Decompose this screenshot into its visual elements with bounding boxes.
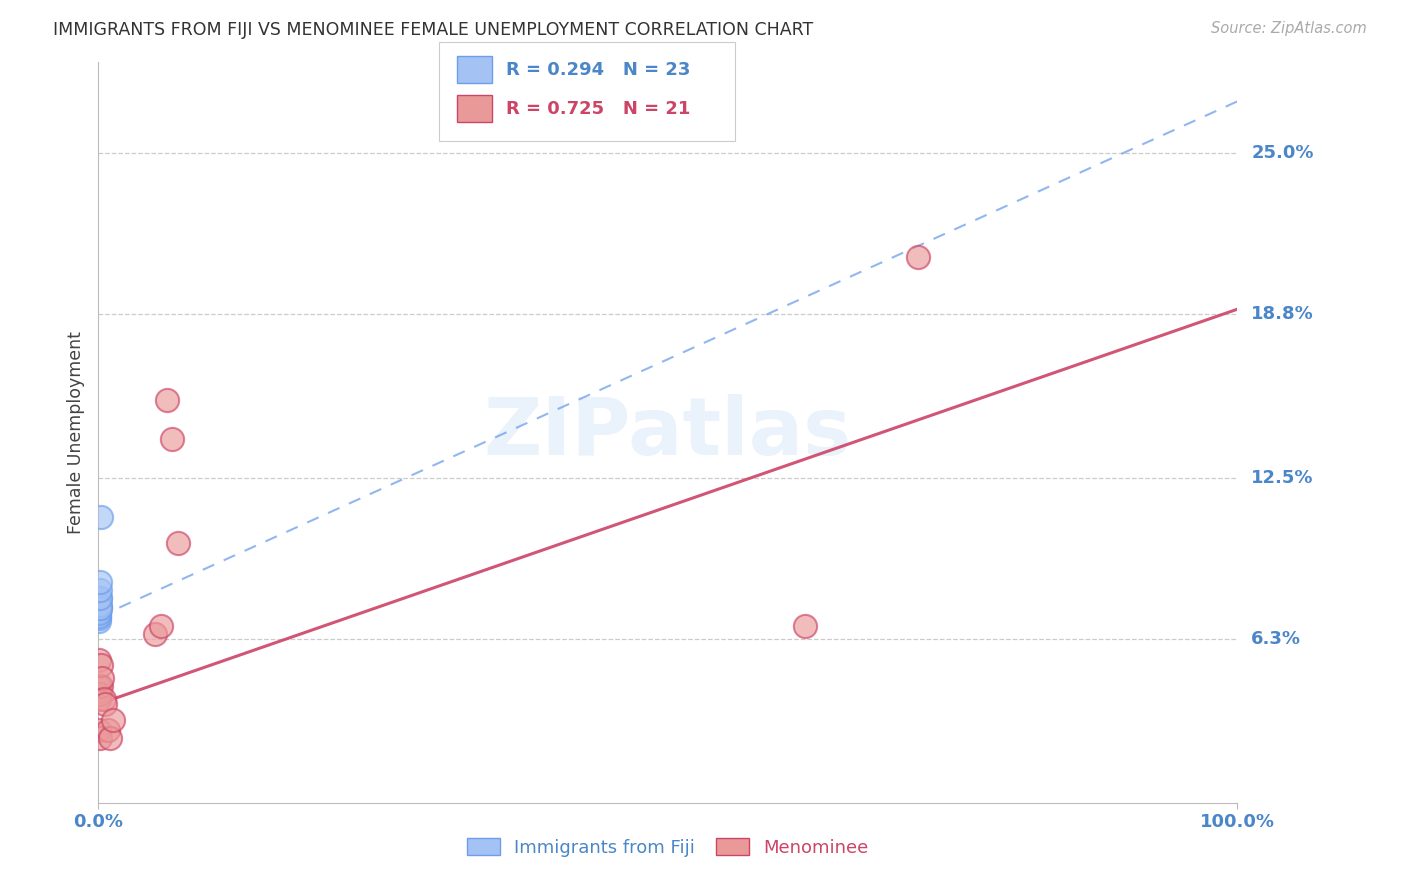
Point xyxy=(145,627,167,641)
Point xyxy=(89,603,111,617)
Text: R = 0.294   N = 23: R = 0.294 N = 23 xyxy=(506,61,690,78)
Point xyxy=(87,601,110,615)
Point xyxy=(89,608,111,623)
Point xyxy=(89,591,111,605)
Text: 6.3%: 6.3% xyxy=(1251,630,1301,648)
Text: IMMIGRANTS FROM FIJI VS MENOMINEE FEMALE UNEMPLOYMENT CORRELATION CHART: IMMIGRANTS FROM FIJI VS MENOMINEE FEMALE… xyxy=(53,21,814,38)
Point xyxy=(96,723,118,737)
Legend: Immigrants from Fiji, Menominee: Immigrants from Fiji, Menominee xyxy=(460,830,876,864)
Point xyxy=(93,692,115,706)
Point xyxy=(87,614,110,628)
Point xyxy=(87,606,110,620)
Point xyxy=(89,723,111,737)
Point xyxy=(89,574,111,589)
Text: 25.0%: 25.0% xyxy=(1251,145,1313,162)
Point xyxy=(89,599,111,613)
Text: ZIPatlas: ZIPatlas xyxy=(484,393,852,472)
Point xyxy=(89,596,111,610)
Y-axis label: Female Unemployment: Female Unemployment xyxy=(66,331,84,534)
Point xyxy=(90,510,112,524)
Point xyxy=(87,611,110,625)
Point xyxy=(89,593,111,607)
Point xyxy=(89,601,111,615)
Point xyxy=(150,619,173,633)
Point xyxy=(91,671,114,685)
Point xyxy=(90,679,112,693)
Point xyxy=(94,697,117,711)
Point xyxy=(89,599,111,613)
Point xyxy=(87,679,110,693)
Point xyxy=(89,601,111,615)
Text: Source: ZipAtlas.com: Source: ZipAtlas.com xyxy=(1211,21,1367,36)
Point xyxy=(87,596,110,610)
Point xyxy=(89,687,111,701)
Point xyxy=(156,393,179,408)
Point xyxy=(87,606,110,620)
Point xyxy=(87,601,110,615)
Point xyxy=(89,582,111,597)
Point xyxy=(87,653,110,667)
Point xyxy=(87,596,110,610)
Point xyxy=(90,658,112,673)
Point xyxy=(907,250,929,264)
Text: 12.5%: 12.5% xyxy=(1251,469,1313,487)
Point xyxy=(89,606,111,620)
Point xyxy=(162,432,184,446)
Point xyxy=(793,619,815,633)
Point xyxy=(89,692,111,706)
Point xyxy=(87,608,110,623)
Point xyxy=(103,713,125,727)
Point xyxy=(89,731,111,745)
Point xyxy=(167,536,190,550)
Point xyxy=(98,731,121,745)
Text: R = 0.725   N = 21: R = 0.725 N = 21 xyxy=(506,100,690,118)
Text: 18.8%: 18.8% xyxy=(1251,305,1315,324)
Point xyxy=(89,591,111,605)
